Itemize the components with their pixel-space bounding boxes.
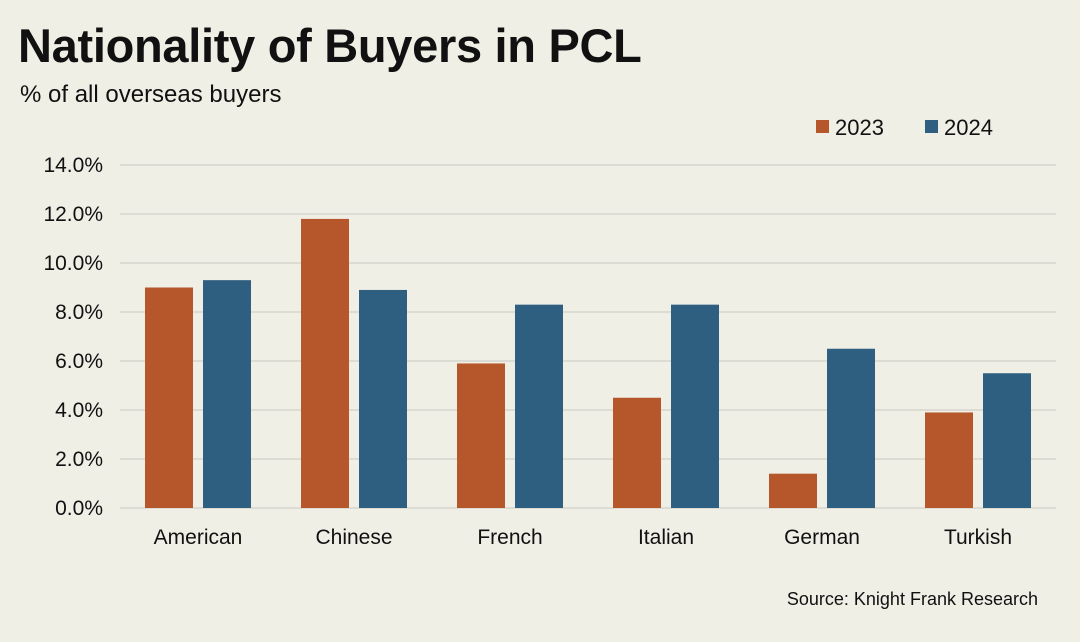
chart-title: Nationality of Buyers in PCL (18, 19, 642, 72)
y-tick-label: 2.0% (55, 448, 103, 471)
bar-2024-turkish (983, 373, 1031, 508)
bar-2024-chinese (359, 289, 407, 508)
x-axis-ticks: American Chinese French Italian German Turkis… (154, 526, 1012, 549)
bar-2023-turkish (925, 412, 973, 508)
legend-label-2023: 2023 (835, 115, 884, 140)
bar-2024-italian (671, 304, 719, 508)
bars (145, 218, 1031, 508)
x-tick-label: French (477, 526, 542, 549)
y-tick-label: 14.0% (43, 154, 103, 177)
bar-2024-american (203, 280, 251, 508)
x-tick-label: American (154, 526, 243, 549)
y-tick-label: 4.0% (55, 399, 103, 422)
x-tick-label: German (784, 526, 860, 549)
legend-swatch-2023 (816, 120, 829, 133)
bar-2023-french (457, 363, 505, 508)
x-tick-label: Chinese (315, 526, 392, 549)
x-tick-label: Turkish (944, 526, 1012, 549)
y-tick-label: 0.0% (55, 497, 103, 520)
bar-2023-german (769, 473, 817, 508)
legend-swatch-2024 (925, 120, 938, 133)
bar-2024-german (827, 348, 875, 508)
y-tick-label: 6.0% (55, 350, 103, 373)
gridlines (120, 164, 1056, 509)
source-note: Source: Knight Frank Research (786, 589, 1038, 609)
y-tick-label: 10.0% (43, 252, 103, 275)
legend-label-2024: 2024 (944, 115, 993, 140)
y-tick-label: 12.0% (43, 203, 103, 226)
bar-2024-french (515, 304, 563, 508)
legend: 2023 2024 (816, 115, 993, 140)
y-axis-ticks: 0.0% 2.0% 4.0% 6.0% 8.0% 10.0% 12.0% 14.0% (43, 154, 103, 520)
bar-2023-american (145, 287, 193, 508)
bar-2023-chinese (301, 218, 349, 508)
x-tick-label: Italian (638, 526, 694, 549)
y-tick-label: 8.0% (55, 301, 103, 324)
chart-subtitle: % of all overseas buyers (20, 81, 282, 108)
bar-2023-italian (613, 397, 661, 508)
